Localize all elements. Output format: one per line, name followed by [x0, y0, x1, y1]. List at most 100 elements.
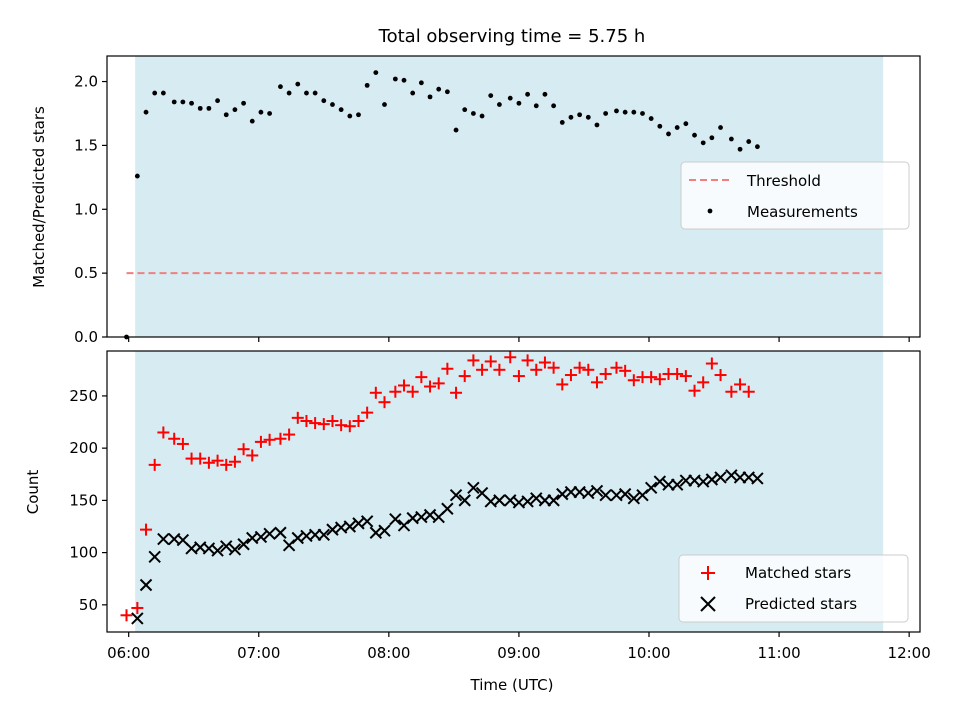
- measurements-point: [614, 108, 619, 114]
- matched-stars-point: [378, 396, 391, 409]
- y-tick-label: 200: [69, 439, 98, 457]
- matched-stars-point: [246, 449, 259, 462]
- matched-stars-point: [291, 411, 304, 424]
- x-tick-label: 12:00: [888, 644, 931, 662]
- predicted-stars-point: [389, 512, 402, 526]
- matched-stars-point: [389, 385, 402, 398]
- measurements-point: [410, 90, 416, 96]
- x-axis-label: Time (UTC): [470, 676, 554, 694]
- measurements-point: [171, 99, 177, 105]
- bottom-legend-box: [678, 554, 909, 623]
- measurements-point: [382, 102, 387, 107]
- matched-stars-point: [512, 370, 525, 383]
- measurements-point: [462, 107, 468, 113]
- measurements-point: [709, 135, 715, 141]
- matched-stars-point: [120, 609, 133, 622]
- measurements-point: [692, 132, 697, 138]
- measurements-point: [479, 113, 485, 119]
- measurements-point: [258, 109, 264, 115]
- matched-stars-point: [742, 385, 755, 398]
- y-tick-label: 1.0: [74, 200, 98, 218]
- matched-stars-point: [168, 432, 181, 445]
- matched-stars-point: [679, 370, 692, 383]
- legend-predicted-label: Predicted stars: [745, 595, 857, 613]
- legend-measurements-label: Measurements: [747, 203, 858, 221]
- legend-matched-label: Matched stars: [745, 564, 851, 582]
- matched-stars-point: [237, 443, 250, 456]
- predicted-stars-point: [653, 475, 667, 488]
- matched-stars-point: [432, 377, 445, 390]
- measurements-point: [603, 111, 609, 116]
- predicted-stars-point: [237, 538, 250, 551]
- matched-stars-point: [450, 386, 463, 399]
- predicted-stars-point: [714, 471, 727, 484]
- bottom-legend: Matched stars Predicted stars: [678, 554, 909, 623]
- matched-stars-point: [398, 379, 411, 392]
- predicted-stars-point: [254, 530, 268, 544]
- matched-stars-point: [705, 357, 718, 370]
- measurements-point: [542, 91, 548, 97]
- predicted-stars-point: [139, 578, 153, 592]
- predicted-stars-point: [599, 488, 612, 502]
- measurements-point: [657, 123, 663, 129]
- measurements-point: [295, 81, 301, 87]
- measurements-point: [488, 93, 494, 98]
- top-legend: Threshold Measurements: [680, 161, 910, 230]
- y-tick-label: 250: [69, 387, 98, 405]
- measurements-point: [330, 102, 335, 107]
- predicted-stars-point: [458, 494, 471, 507]
- matched-stars-point: [343, 420, 356, 433]
- matched-stars-point: [619, 364, 632, 377]
- x-tick-label: 08:00: [367, 644, 410, 662]
- measurements-point: [160, 90, 166, 96]
- matched-stars-point: [131, 601, 144, 614]
- bottom-panel: 50 100 150 200 250 06:00 07:00 08:00 09:00 10:00…: [24, 350, 931, 694]
- matched-stars-point: [194, 452, 207, 465]
- predicted-stars-point: [360, 515, 374, 528]
- measurements-point: [453, 127, 459, 133]
- measurements-point: [373, 70, 379, 76]
- matched-stars-point: [424, 380, 437, 393]
- matched-stars-point: [484, 355, 497, 368]
- measurements-point: [436, 86, 442, 92]
- matched-stars-point: [176, 437, 189, 450]
- x-tick-label: 10:00: [627, 644, 670, 662]
- predicted-stars-point: [521, 495, 534, 508]
- matched-stars-point: [148, 458, 161, 471]
- measurements-point: [497, 102, 502, 107]
- measurements-point: [347, 113, 353, 119]
- measurements-point: [551, 103, 557, 109]
- measurements-point: [568, 114, 574, 120]
- legend-matched-swatch: [701, 566, 715, 580]
- matched-stars-point: [599, 367, 612, 380]
- y-tick-label: 50: [79, 596, 98, 614]
- measurements-point: [444, 89, 450, 95]
- matched-stars-point: [556, 378, 569, 391]
- matched-stars-point: [645, 371, 658, 384]
- measurements-point: [622, 109, 628, 115]
- measurements-point: [737, 146, 743, 152]
- matched-stars-point: [504, 351, 517, 364]
- x-tick-label: 07:00: [237, 644, 280, 662]
- matched-stars-point: [352, 414, 365, 427]
- measurements-point: [215, 98, 220, 104]
- predicted-stars-point: [618, 487, 632, 501]
- measurements-point: [594, 122, 600, 128]
- measurements-point: [401, 77, 407, 83]
- matched-stars-point: [220, 458, 233, 471]
- predicted-stars-point: [441, 502, 454, 515]
- measurements-point: [392, 76, 398, 82]
- measurements-point: [700, 140, 706, 146]
- matched-stars-point: [530, 363, 543, 376]
- legend-predicted-swatch: [700, 596, 716, 612]
- measurements-point: [533, 103, 539, 109]
- predicted-stars-point: [590, 484, 604, 498]
- matched-stars-point: [300, 414, 313, 427]
- measurements-point: [232, 107, 238, 113]
- matched-stars-point: [573, 361, 586, 374]
- predicted-stars-point: [644, 481, 658, 495]
- measurements-point: [674, 125, 680, 130]
- measurements-point: [364, 82, 370, 88]
- matched-stars-point: [671, 367, 684, 380]
